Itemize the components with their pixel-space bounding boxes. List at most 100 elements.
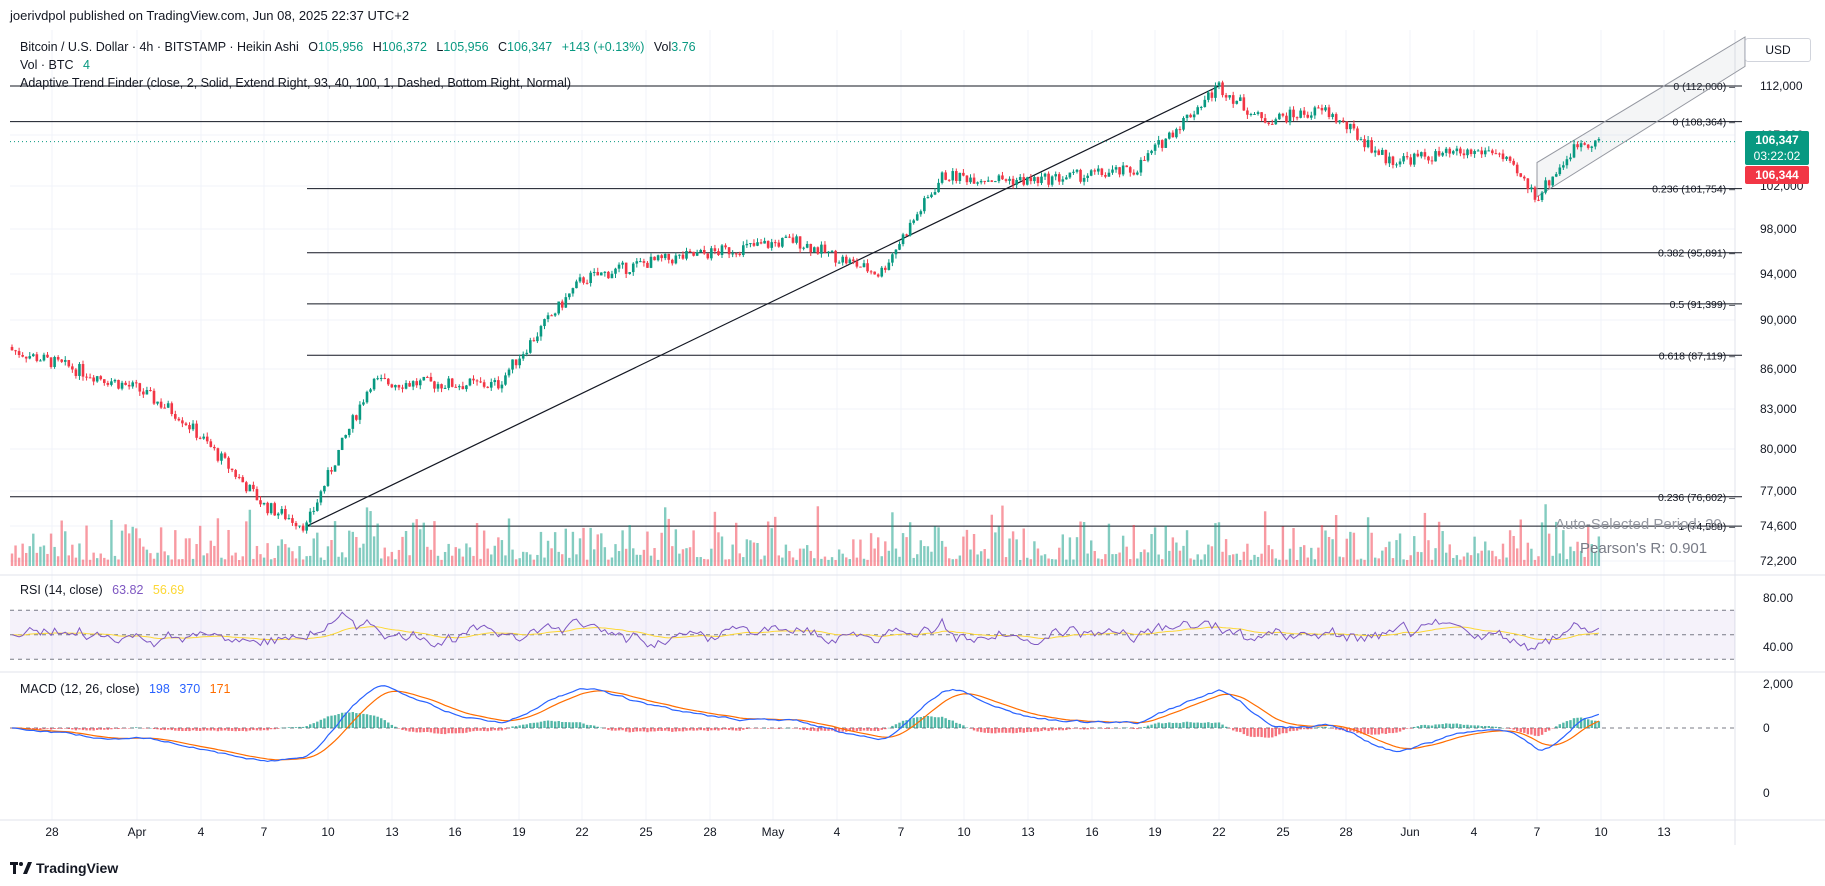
macd-histogram-bar: [1526, 728, 1530, 735]
candle-body: [202, 436, 205, 439]
volume-bar: [1228, 555, 1231, 566]
volume-bar: [656, 559, 660, 566]
candle-body: [397, 385, 401, 388]
macd-histogram-bar: [1232, 728, 1235, 731]
volume-bar: [1121, 535, 1125, 566]
time-axis-label: 25: [639, 825, 653, 839]
volume-bar: [1086, 553, 1089, 566]
candle-body: [678, 254, 681, 256]
volume-bar: [639, 554, 642, 566]
volume-bar: [195, 544, 198, 566]
macd-histogram-bar: [884, 728, 887, 730]
macd-histogram-bar: [213, 728, 216, 731]
volume-bar: [1132, 524, 1135, 566]
currency-button[interactable]: USD: [1745, 38, 1811, 62]
candle-body: [560, 301, 564, 308]
candle-body: [362, 402, 365, 405]
macd-histogram-bar: [862, 728, 866, 731]
symbol-row[interactable]: Bitcoin / U.S. Dollar · 4h · BITSTAMP · …: [20, 38, 696, 56]
macd-histogram-bar: [319, 719, 323, 728]
last-price-tag: 106,347 03:22:02: [1745, 131, 1809, 165]
volume-bar: [972, 533, 976, 566]
macd-histogram-bar: [905, 720, 908, 728]
macd-histogram-bar: [507, 728, 511, 729]
macd-histogram-bar: [795, 728, 798, 729]
macd-histogram-bar: [1494, 726, 1498, 728]
symbol-title[interactable]: Bitcoin / U.S. Dollar · 4h · BITSTAMP · …: [20, 40, 299, 54]
macd-histogram-bar: [1022, 728, 1025, 733]
candle-body: [1384, 149, 1388, 164]
volume-bar: [184, 538, 188, 566]
candle-body: [49, 357, 53, 367]
volume-bar: [1267, 545, 1270, 566]
volume-bar: [1519, 519, 1522, 566]
volume-bar: [546, 540, 550, 566]
candle-body: [617, 264, 621, 269]
tradingview-logo[interactable]: TradingView: [10, 860, 118, 876]
candle-body: [1455, 148, 1459, 152]
low-value: 105,956: [443, 40, 489, 54]
macd-histogram-bar: [433, 728, 436, 734]
macd-histogram-bar: [1161, 723, 1164, 728]
volume-bar: [74, 557, 78, 566]
macd-histogram-bar: [1430, 725, 1434, 728]
volume-bar: [837, 549, 841, 566]
volume-bar: [46, 553, 49, 566]
time-axis-label: 4: [198, 825, 205, 839]
candle-body: [1203, 99, 1207, 107]
macd-histogram-bar: [426, 728, 429, 732]
candle-body: [1363, 139, 1366, 148]
volume-bar: [1288, 548, 1292, 566]
macd-histogram-bar: [944, 718, 947, 728]
macd-histogram-bar: [1285, 728, 1288, 734]
volume-bar: [1157, 554, 1160, 566]
fib-label: 0 (112,000) –: [1673, 81, 1735, 93]
candle-body: [1068, 172, 1072, 178]
volume-bar: [1263, 511, 1267, 566]
candle-body: [1370, 140, 1373, 153]
candle-body: [575, 281, 578, 289]
candle-body: [841, 256, 844, 263]
candle-body: [1494, 153, 1498, 155]
candle-body: [1121, 165, 1125, 175]
time-axis[interactable]: 28 Apr 4 7 10 13 16 19 22 25 28 May 4 7 10 13 16 19 22 25 28…: [45, 825, 1671, 839]
volume-legend-row[interactable]: Vol · BTC 4: [20, 56, 696, 74]
candle-body: [1256, 112, 1260, 114]
macd-histogram-bar: [390, 724, 394, 728]
macd-histogram-bar: [1182, 722, 1185, 728]
candle-body: [628, 272, 631, 274]
volume-bar: [415, 519, 418, 566]
macd-histogram-bar: [358, 713, 362, 728]
macd-histogram-bar: [1136, 728, 1139, 730]
volume-bar: [461, 556, 465, 566]
volume-bar: [159, 527, 163, 566]
candle-body: [284, 509, 287, 520]
volume-bar: [1579, 550, 1583, 566]
volume-bar: [1043, 554, 1047, 566]
indicator-legend-row[interactable]: Adaptive Trend Finder (close, 2, Solid, …: [20, 74, 696, 92]
macd-histogram-bar: [177, 728, 181, 731]
macd-histogram-bar: [397, 728, 401, 729]
candle-body: [323, 485, 326, 492]
volume-bar: [763, 555, 766, 566]
volume-bar: [1459, 559, 1462, 566]
rsi-legend[interactable]: RSI (14, close) 63.82 56.69: [20, 583, 184, 597]
macd-histogram-bar: [1090, 728, 1093, 729]
candle-body: [1178, 129, 1182, 131]
volume-bar: [1303, 545, 1306, 566]
volume-bar: [859, 539, 862, 566]
volume-bar: [855, 557, 859, 566]
volume-bar: [252, 558, 255, 566]
candle-body: [518, 358, 521, 366]
macd-legend[interactable]: MACD (12, 26, close) 198 370 171: [20, 682, 231, 696]
volume-bar: [1093, 551, 1096, 566]
volume-bar: [1512, 535, 1515, 566]
macd-histogram-bar: [1537, 728, 1540, 737]
macd-histogram-bar: [429, 728, 433, 733]
macd-histogram-bar: [1405, 728, 1409, 729]
candle-body: [355, 415, 358, 420]
candle-body: [1508, 156, 1512, 161]
volume-bar: [1033, 541, 1036, 566]
volume-bar: [852, 539, 855, 566]
